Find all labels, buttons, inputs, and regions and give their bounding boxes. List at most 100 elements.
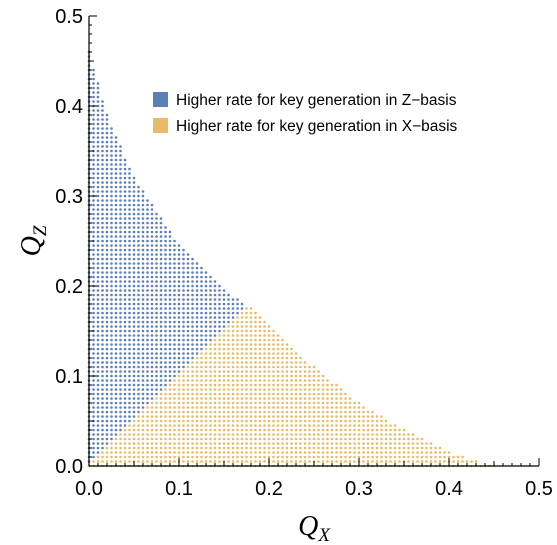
- scatter-point: [429, 451, 433, 454]
- scatter-point: [249, 338, 253, 342]
- scatter-point: [159, 374, 163, 378]
- scatter-point: [267, 415, 271, 418]
- scatter-point: [110, 320, 113, 324]
- scatter-point: [132, 356, 136, 360]
- scatter-point: [218, 334, 221, 337]
- scatter-point: [209, 284, 212, 288]
- scatter-point: [443, 460, 446, 463]
- scatter-point: [141, 338, 145, 342]
- scatter-point: [249, 460, 253, 463]
- scatter-point: [218, 302, 221, 306]
- scatter-point: [137, 406, 140, 409]
- scatter-point: [92, 383, 95, 387]
- scatter-point: [339, 388, 343, 391]
- scatter-point: [236, 316, 239, 319]
- scatter-point: [182, 253, 185, 256]
- scatter-point: [276, 361, 280, 364]
- scatter-point: [321, 392, 325, 396]
- scatter-point: [164, 451, 167, 454]
- scatter-point: [132, 329, 136, 333]
- scatter-point: [114, 230, 118, 234]
- scatter-point: [96, 356, 100, 360]
- scatter-point: [110, 289, 113, 292]
- scatter-point: [308, 415, 311, 418]
- scatter-point: [141, 428, 145, 432]
- scatter-point: [141, 365, 145, 369]
- scatter-point: [105, 365, 109, 369]
- scatter-point: [263, 446, 266, 450]
- scatter-point: [182, 433, 185, 436]
- scatter-point: [159, 446, 163, 450]
- scatter-point: [222, 343, 226, 346]
- scatter-point: [96, 437, 100, 441]
- scatter-point: [267, 424, 271, 427]
- scatter-point: [375, 424, 379, 427]
- scatter-point: [96, 140, 100, 144]
- scatter-point: [231, 356, 235, 360]
- scatter-point: [164, 343, 167, 346]
- scatter-point: [245, 433, 248, 436]
- scatter-point: [245, 392, 248, 396]
- scatter-point: [227, 415, 230, 418]
- scatter-point: [335, 388, 338, 391]
- scatter-point: [281, 419, 284, 423]
- scatter-point: [128, 338, 131, 342]
- scatter-point: [186, 383, 190, 387]
- scatter-point: [263, 451, 266, 454]
- scatter-point: [119, 401, 122, 405]
- scatter-point: [128, 172, 131, 175]
- scatter-point: [200, 343, 203, 346]
- scatter-point: [317, 442, 320, 445]
- scatter-point: [150, 221, 154, 225]
- scatter-point: [132, 194, 136, 198]
- scatter-point: [101, 163, 104, 166]
- scatter-point: [191, 374, 194, 378]
- scatter-point: [263, 455, 266, 459]
- scatter-point: [128, 356, 131, 360]
- scatter-point: [209, 307, 212, 310]
- scatter-point: [186, 298, 190, 301]
- scatter-point: [114, 320, 118, 324]
- scatter-point: [227, 302, 230, 306]
- scatter-point: [92, 275, 95, 279]
- scatter-point: [114, 446, 118, 450]
- scatter-point: [267, 410, 271, 414]
- scatter-point: [353, 437, 356, 441]
- scatter-point: [119, 203, 122, 207]
- scatter-point: [159, 275, 163, 279]
- scatter-point: [195, 311, 199, 315]
- scatter-point: [101, 167, 104, 171]
- scatter-point: [177, 271, 181, 274]
- scatter-point: [209, 316, 212, 319]
- scatter-point: [114, 289, 118, 292]
- scatter-point: [416, 442, 419, 445]
- scatter-point: [132, 347, 136, 351]
- scatter-point: [110, 280, 113, 283]
- scatter-point: [222, 293, 226, 297]
- scatter-point: [326, 401, 329, 405]
- scatter-point: [276, 442, 280, 445]
- scatter-point: [353, 455, 356, 459]
- scatter-point: [119, 338, 122, 342]
- scatter-point: [123, 428, 127, 432]
- scatter-point: [101, 244, 104, 247]
- scatter-point: [150, 239, 154, 243]
- scatter-point: [200, 361, 203, 364]
- scatter-point: [276, 388, 280, 391]
- scatter-point: [434, 460, 437, 463]
- scatter-point: [119, 235, 122, 238]
- scatter-point: [380, 455, 383, 459]
- scatter-point: [110, 208, 113, 211]
- scatter-point: [119, 149, 122, 153]
- scatter-point: [105, 352, 109, 355]
- scatter-point: [150, 419, 154, 423]
- scatter-point: [132, 284, 136, 288]
- scatter-point: [96, 311, 100, 315]
- scatter-point: [173, 442, 176, 445]
- scatter-point: [128, 298, 131, 301]
- scatter-point: [191, 379, 194, 382]
- scatter-point: [326, 446, 329, 450]
- scatter-point: [137, 374, 140, 378]
- scatter-point: [380, 437, 383, 441]
- scatter-point: [195, 325, 199, 328]
